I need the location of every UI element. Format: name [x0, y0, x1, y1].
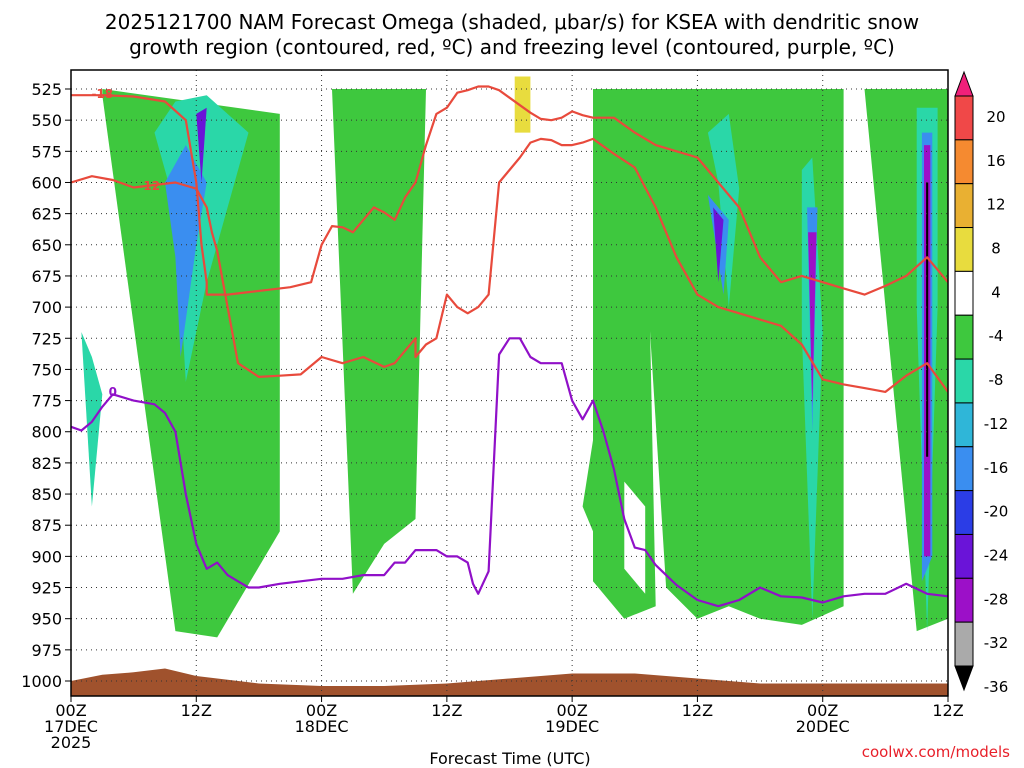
colorbar-label-6: -8 [989, 371, 1004, 389]
colorbar-label-12: -32 [984, 634, 1009, 652]
x-tick-label-12-0: 12Z [181, 701, 212, 720]
omega-region-7 [707, 113, 740, 308]
contour-label-0: -18 [91, 87, 113, 101]
contour-1 [71, 137, 948, 393]
plot-frame [70, 69, 949, 697]
y-tick-label-850: 850 [31, 485, 62, 504]
contour-label-1: -12 [138, 179, 160, 193]
terrain-surface [71, 668, 948, 696]
omega-region-19 [926, 182, 929, 457]
y-tick-label-950: 950 [31, 610, 62, 629]
y-tick-label-925: 925 [31, 579, 62, 598]
y-tick-label-800: 800 [31, 423, 62, 442]
terrain [71, 668, 948, 696]
x-tick-label-36-0: 12Z [431, 701, 462, 720]
x-tick-label-0-2: 2025 [51, 733, 92, 752]
colorbar-top-arrow [954, 70, 974, 97]
y-tick-label-600: 600 [31, 173, 62, 192]
x-axis-title: Forecast Time (UTC) [429, 749, 590, 768]
omega-region-3 [582, 307, 635, 582]
omega-shading [78, 76, 948, 638]
omega-region-16 [713, 207, 724, 283]
omega-region-17 [808, 232, 817, 407]
omega-region-10 [81, 332, 103, 507]
y-tick-label-625: 625 [31, 205, 62, 224]
colorbar-label-13: -36 [984, 678, 1009, 696]
y-tick-label-775: 775 [31, 392, 62, 411]
colorbar-swatch-4 [954, 227, 974, 272]
colorbar-label-2: 12 [986, 196, 1005, 214]
colorbar-label-5: -4 [989, 327, 1004, 345]
y-tick-label-700: 700 [31, 298, 62, 317]
y-tick-label-750: 750 [31, 360, 62, 379]
x-tick-label-24-0: 00Z [306, 701, 337, 720]
x-tick-label-0-0: 00Z [55, 701, 86, 720]
colorbar-swatch-2 [954, 139, 974, 185]
chart-title-line1: 2025121700 NAM Forecast Omega (shaded, μ… [105, 10, 919, 34]
y-tick-label-875: 875 [31, 516, 62, 535]
x-tick-label-72-1: 20DEC [796, 717, 850, 736]
x-tick-label-60-0: 12Z [682, 701, 713, 720]
colorbar-swatch-1 [954, 95, 974, 141]
y-tick-label-525: 525 [31, 80, 62, 99]
y-tick-label-650: 650 [31, 236, 62, 255]
colorbar-label-10: -24 [984, 546, 1009, 564]
contour-0 [71, 85, 948, 296]
x-tick-label-24-1: 18DEC [295, 717, 349, 736]
contours: -18 -12 0 [71, 85, 948, 608]
omega-region-21 [624, 481, 646, 594]
y-tick-label-900: 900 [31, 547, 62, 566]
omega-region-0 [102, 89, 280, 638]
colorbar-swatch-8 [954, 402, 974, 448]
x-tick-label-48-0: 00Z [556, 701, 587, 720]
colorbar-swatch-9 [954, 446, 974, 492]
colorbar-label-7: -12 [984, 415, 1009, 433]
omega-region-11 [165, 145, 207, 357]
y-tick-label-725: 725 [31, 329, 62, 348]
omega-region-4 [634, 89, 844, 625]
colorbar-label-1: 16 [986, 152, 1005, 170]
credit-link[interactable]: coolwx.com/models [862, 743, 1010, 761]
y-tick-label-975: 975 [31, 641, 62, 660]
colorbar-swatch-11 [954, 533, 974, 579]
omega-region-1 [332, 89, 426, 594]
x-tick-label-0-1: 17DEC [44, 717, 98, 736]
colorbar-swatch-12 [954, 577, 974, 623]
omega-region-23 [514, 76, 531, 133]
y-tick-label-550: 550 [31, 111, 62, 130]
x-tick-label-72-0: 00Z [807, 701, 838, 720]
colorbar-label-0: 20 [986, 108, 1005, 126]
colorbar-swatch-5 [954, 270, 974, 316]
y-tick-label-1000: 1000 [21, 672, 62, 691]
colorbar-swatch-7 [954, 358, 974, 404]
chart-title-line2: growth region (contoured, red, ºC) and f… [129, 35, 895, 59]
colorbar-swatch-3 [954, 183, 974, 229]
colorbar-label-3: 8 [991, 240, 1001, 258]
y-tick-label-575: 575 [31, 142, 62, 161]
omega-region-15 [196, 107, 207, 183]
grid-lines [71, 70, 948, 696]
colorbar-swatch-6 [954, 314, 974, 360]
contour-2 [71, 337, 948, 608]
colorbar-swatch-13 [954, 621, 974, 667]
colorbar-label-9: -20 [984, 503, 1009, 521]
colorbar: 20 16 12 8 4 -4 -8 -12 -16 -20 -24 -28 -32 -36 [954, 70, 1009, 696]
colorbar-label-11: -28 [984, 590, 1009, 608]
y-axis: 525 550 575 600 625 650 675 700 725 750 775 800 825 8… [21, 80, 71, 691]
colorbar-label-8: -16 [984, 459, 1009, 477]
x-tick-label-48-1: 19DEC [545, 717, 599, 736]
y-tick-label-825: 825 [31, 454, 62, 473]
colorbar-bottom-arrow [954, 665, 974, 692]
colorbar-swatch-10 [954, 490, 974, 535]
colorbar-label-4: 4 [991, 283, 1001, 301]
x-tick-label-84-0: 12Z [932, 701, 963, 720]
contour-label-2: 0 [109, 385, 117, 399]
y-tick-label-675: 675 [31, 267, 62, 286]
